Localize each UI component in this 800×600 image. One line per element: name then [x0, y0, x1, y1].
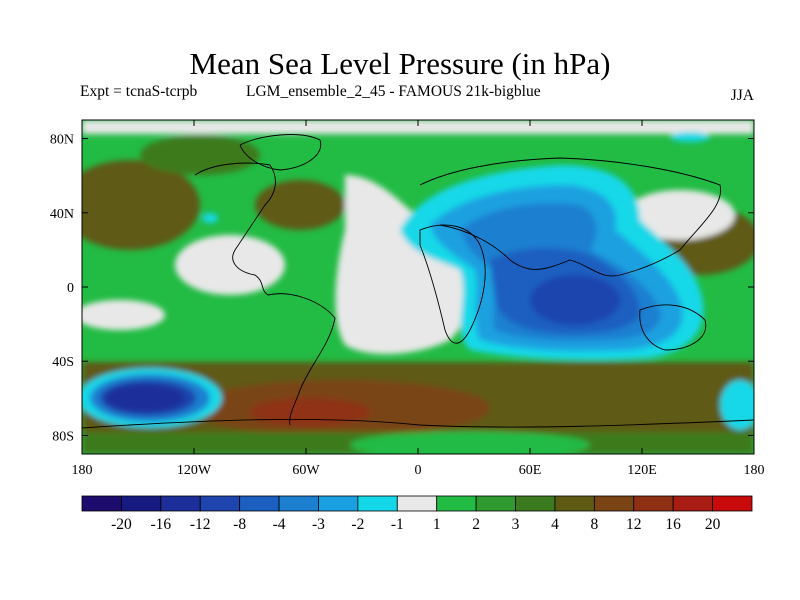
colorbar-label: 4: [551, 516, 559, 533]
colorbar-swatch: [357, 495, 398, 512]
coast-australia: [639, 304, 707, 351]
y-axis-ticks: 80N 40N 0 40S 80S: [50, 133, 754, 444]
colorbar-swatch: [633, 495, 674, 512]
field-indian-ocean-core: [530, 275, 620, 325]
colorbar-label: -12: [190, 516, 211, 533]
y-tick-label: 40S: [52, 355, 74, 370]
coast-africa: [419, 224, 486, 344]
pressure-field: [82, 120, 754, 454]
field-arctic-low: [670, 132, 710, 142]
colorbar-swatch: [199, 495, 241, 512]
colorbar-label: 2: [472, 516, 480, 533]
field-north-pacific-high: [82, 160, 200, 250]
colorbar-label: 20: [705, 516, 721, 533]
field-antarctic-green: [350, 431, 590, 454]
colorbar-label: -3: [312, 516, 325, 533]
coast-antarctica: [82, 419, 754, 429]
colorbar-swatch: [712, 495, 753, 512]
x-tick-label: 60E: [519, 463, 542, 478]
x-tick-label: 120W: [177, 463, 212, 478]
y-tick-label: 80N: [50, 133, 74, 148]
field-north-atlantic-high: [255, 180, 345, 230]
colorbar-label: 16: [665, 516, 681, 533]
x-tick-label: 0: [415, 463, 422, 478]
x-tick-label: 180: [744, 463, 765, 478]
colorbar-label: -4: [273, 516, 286, 533]
x-axis-ticks: 180 120W 60W 0 60E 120E 180: [72, 120, 765, 478]
colorbar-label: -8: [233, 516, 246, 533]
field-south-core: [250, 398, 370, 426]
colorbar-swatch: [593, 495, 635, 512]
coast-north-america: [194, 162, 276, 296]
colorbar-swatch: [436, 495, 477, 512]
colorbar-swatch: [515, 495, 556, 512]
x-tick-label: 120E: [627, 463, 657, 478]
field-atlantic-neutral: [335, 175, 471, 355]
colorbar-swatch: [672, 495, 713, 512]
field-china-sea-neutral: [625, 190, 735, 240]
colorbar-label: -2: [351, 516, 364, 533]
season-label: JJA: [730, 87, 754, 104]
field-arctic-west: [140, 135, 260, 175]
colorbar-swatch: [318, 495, 359, 512]
colorbar-swatch: [160, 495, 201, 512]
ensemble-label: LGM_ensemble_2_45 - FAMOUS 21k-bigblue: [246, 83, 541, 100]
y-tick-label: 40N: [50, 207, 74, 222]
colorbar-swatch: [554, 495, 595, 512]
field-central-america-neutral: [175, 235, 285, 295]
coast-south-america: [267, 293, 336, 426]
colorbar-swatch: [81, 495, 122, 512]
colorbar-label: 8: [590, 516, 598, 533]
y-tick-label: 80S: [52, 429, 74, 444]
colorbar-label: -20: [111, 516, 132, 533]
field-east-pacific-neutral: [82, 300, 165, 330]
colorbar-swatch: [396, 495, 438, 512]
coast-eurasia: [419, 157, 722, 277]
map-title: Mean Sea Level Pressure (in hPa): [189, 46, 611, 81]
experiment-label: Expt = tcnaS-tcrpb: [80, 83, 198, 100]
y-tick-label: 0: [67, 281, 74, 296]
colorbar-label: 3: [512, 516, 520, 533]
field-south-pacific-low-core: [105, 384, 185, 412]
colorbar-label: -16: [150, 516, 171, 533]
x-tick-label: 60W: [292, 463, 320, 478]
colorbar-swatch: [475, 495, 516, 512]
colorbar-swatch: [278, 495, 319, 512]
colorbar-swatch: [121, 495, 162, 512]
coast-greenland: [239, 134, 322, 171]
colorbar-label: 1: [433, 516, 441, 533]
colorbar-label: -1: [391, 516, 404, 533]
field-pacific-small-low: [202, 213, 218, 223]
field-arctic-neutral: [82, 120, 754, 134]
colorbar-label: 12: [626, 516, 642, 533]
x-tick-label: 180: [72, 463, 93, 478]
field-far-south-pacific-low: [720, 380, 754, 430]
colorbar: -20 -16 -12 -8 -4 -3 -2 -1 1 2 3 4 8 12 16 20: [81, 495, 753, 533]
colorbar-swatch: [239, 495, 280, 512]
coastlines: [82, 134, 754, 429]
